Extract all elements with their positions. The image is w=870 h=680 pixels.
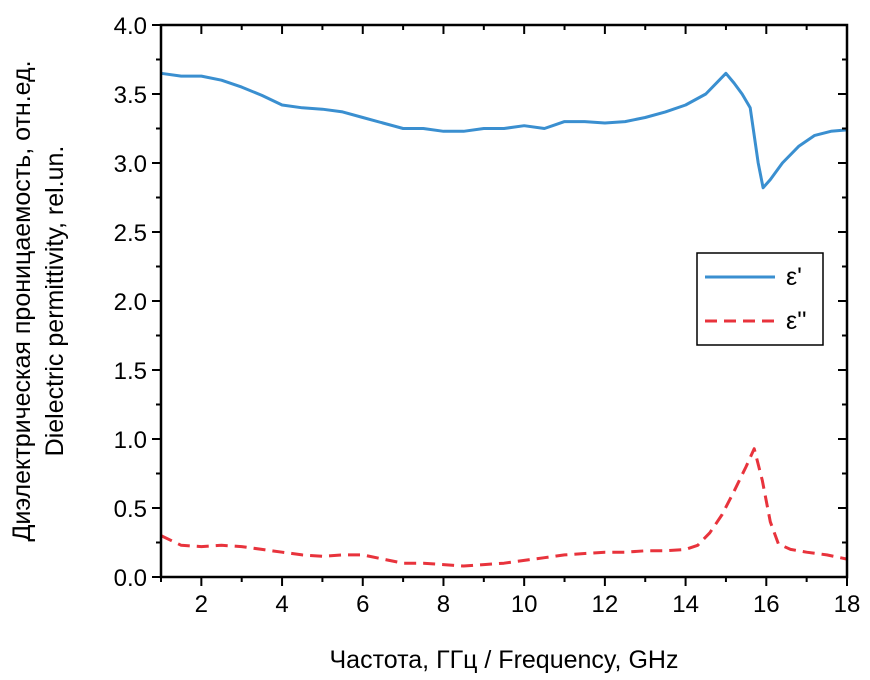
- x-tick-label: 10: [511, 591, 538, 618]
- series-line-0: [160, 71, 848, 190]
- x-tick-label: 4: [275, 591, 288, 618]
- x-tick-label: 8: [437, 591, 450, 618]
- y-tick-label: 2.5: [114, 220, 147, 247]
- y-tick-label: 1.5: [114, 358, 147, 385]
- plot-area: [160, 71, 848, 568]
- y-tick-label: 4.0: [114, 13, 147, 40]
- y-axis-label-line2: Dielectric permittivity, rel.un.: [41, 146, 69, 457]
- x-tick-label: 14: [672, 591, 699, 618]
- x-tick-label: 6: [356, 591, 369, 618]
- series-line-1: [160, 447, 848, 568]
- x-tick-label: 12: [592, 591, 619, 618]
- y-tick-label: 2.0: [114, 289, 147, 316]
- x-tick-label: 16: [753, 591, 780, 618]
- legend: ε' ε'': [696, 252, 824, 346]
- x-axis-label: Частота, ГГц / Frequency, GHz: [330, 646, 679, 674]
- axes: 2 4 6 8 10 12 14 16 18 0.0 0.5 1.0 1.5 2.0 2.5 3.0 3.5 4.…: [114, 13, 861, 618]
- x-tick-label: 18: [834, 591, 861, 618]
- y-tick-label: 1.0: [114, 427, 147, 454]
- y-tick-label: 0.0: [114, 565, 147, 592]
- y-tick-label: 3.0: [114, 151, 147, 178]
- y-tick-label: 0.5: [114, 496, 147, 523]
- y-tick-label: 3.5: [114, 82, 147, 109]
- y-axis-label-line1: Диэлектрическая проницаемость, отн.ед.: [8, 60, 36, 541]
- legend-label-eps-real: ε': [786, 263, 802, 291]
- x-tick-label: 2: [195, 591, 208, 618]
- legend-label-eps-imag: ε'': [786, 307, 807, 335]
- legend-box: [696, 252, 824, 346]
